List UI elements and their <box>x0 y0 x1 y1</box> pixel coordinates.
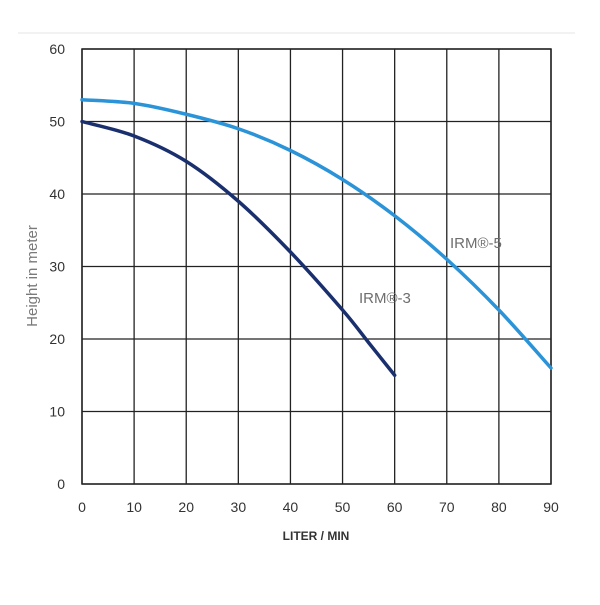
y-tick-label: 10 <box>49 404 65 420</box>
x-tick-label: 20 <box>178 499 194 515</box>
x-tick-label: 10 <box>126 499 142 515</box>
y-tick-label: 50 <box>49 114 65 130</box>
series-label-irm-3: IRM®-3 <box>359 290 411 307</box>
y-tick-label: 60 <box>49 41 65 57</box>
y-axis-label: Height in meter <box>24 225 41 327</box>
series-line-irm-3 <box>80 119 397 377</box>
series-layer <box>80 98 553 377</box>
grid-layer <box>81 48 552 485</box>
x-tick-label: 90 <box>543 499 559 515</box>
x-axis-label: LITER / MIN <box>283 529 350 543</box>
y-tick-label: 20 <box>49 331 65 347</box>
series-line-irm-5 <box>80 98 553 370</box>
tick-label-layer: 0 10 20 30 40 50 60 70 80 90 0 10 20 30 40 50 60 <box>49 41 559 515</box>
x-tick-label: 80 <box>491 499 507 515</box>
x-tick-label: 50 <box>335 499 351 515</box>
x-tick-label: 30 <box>231 499 247 515</box>
y-tick-label: 40 <box>49 186 65 202</box>
y-tick-label: 0 <box>57 476 65 492</box>
x-tick-label: 60 <box>387 499 403 515</box>
x-tick-label: 0 <box>78 499 86 515</box>
plot-frame <box>81 48 552 485</box>
x-tick-label: 40 <box>283 499 299 515</box>
x-tick-label: 70 <box>439 499 455 515</box>
y-tick-label: 30 <box>49 259 65 275</box>
series-label-irm-5: IRM®-5 <box>450 235 502 252</box>
